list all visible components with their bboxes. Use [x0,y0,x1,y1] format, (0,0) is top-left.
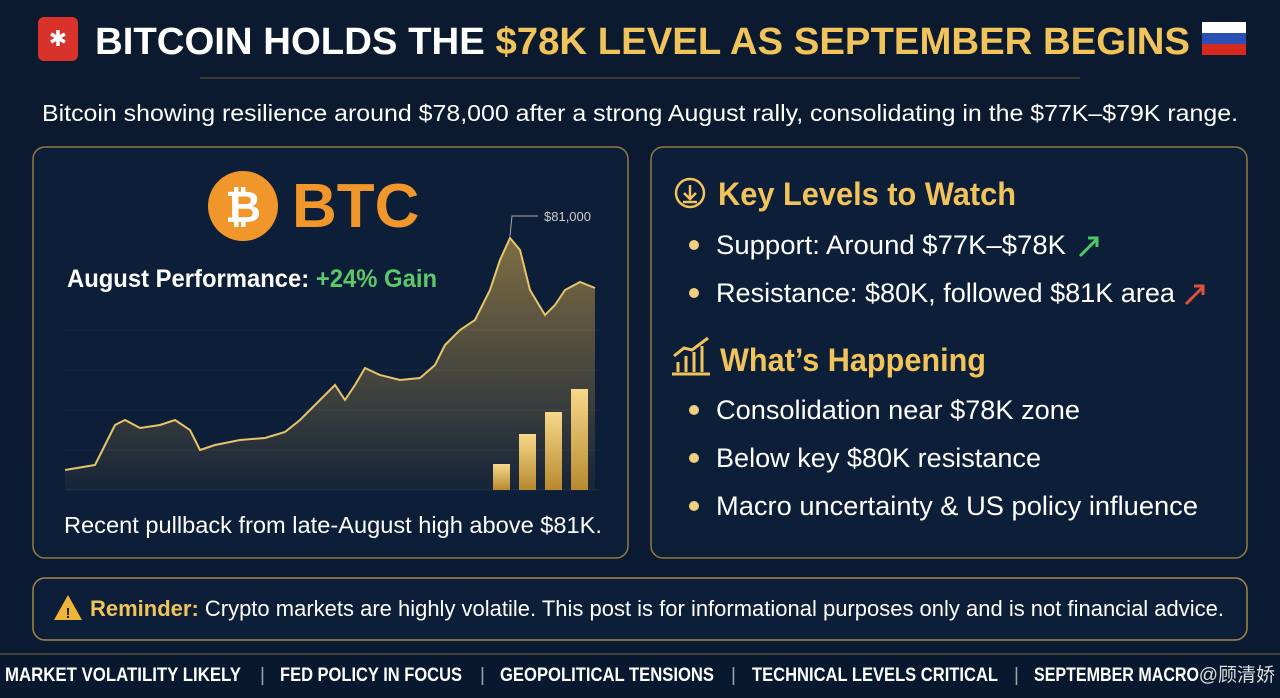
list-item: Consolidation near $78K zone [716,395,1080,425]
annotation-leader [509,215,538,237]
subtitle: Bitcoin showing resilience around $78,00… [42,100,1238,126]
ticker-item: SEPTEMBER MACRO [1034,665,1199,686]
warning-icon [54,595,82,620]
separator: | [1014,665,1019,686]
download-arrow [683,185,697,204]
separator: | [480,665,485,686]
reminder-text: Reminder: Crypto markets are highly vola… [90,596,1224,621]
list-item: Macro uncertainty & US policy influence [716,491,1198,521]
performance-value: +24% Gain [316,265,437,293]
watermark: @顾清娇 [1199,664,1275,686]
bullet [689,405,699,415]
siren-icon [38,17,78,61]
title-part: BITCOIN HOLDS THE [95,21,485,63]
reminder-label: Reminder: [90,596,199,621]
bullet [689,240,699,250]
up-arrow-green [1078,236,1099,258]
btc-logo [208,171,278,241]
right-panel: Key Levels to Watch Support: Around $77K… [650,146,1248,559]
ticker-item: GEOPOLITICAL TENSIONS [500,665,714,686]
list-item: Resistance: $80K, followed $81K area [716,278,1176,308]
title: BITCOIN HOLDS THE $78K LEVEL AS SEPTEMBE… [95,21,1190,63]
bullet [689,288,699,298]
chart-icon [672,336,710,376]
flag-icon [1202,22,1246,55]
ticker-item: FED POLICY IN FOCUS [280,665,462,686]
growth-bars [493,389,588,490]
performance-label: August Performance: [67,265,309,293]
list-item: Support: Around $77K–$78K [716,230,1066,260]
ticker-item: MARKET VOLATILITY LIKELY [5,665,241,686]
up-arrow-red [1184,284,1205,306]
logo-text: BTC [292,172,419,241]
caption: Recent pullback from late-August high ab… [64,512,602,538]
reminder-body: Crypto markets are highly volatile. This… [205,596,1224,621]
chart-annotation: $81,000 [544,209,591,224]
section-heading: What’s Happening [720,342,986,378]
siren-symbol: ✱ [49,26,67,51]
bullet [689,453,699,463]
btc-symbol: ₿ [225,183,261,232]
header: ✱ BITCOIN HOLDS THE $78K LEVEL AS SEPTEM… [38,17,1246,126]
title-highlight: $78K LEVEL AS SEPTEMBER BEGINS [495,21,1190,63]
panel-frame [650,146,1248,559]
reminder: ! Reminder: Crypto markets are highly vo… [32,577,1248,641]
performance: August Performance: +24% Gain [67,265,437,293]
ticker: MARKET VOLATILITY LIKELY | FED POLICY IN… [0,653,1280,698]
price-line [64,236,596,471]
ticker-bar [0,654,1280,698]
reminder-frame [32,577,1248,641]
list-item: Below key $80K resistance [716,443,1041,473]
separator: | [260,665,265,686]
price-area [65,238,595,490]
warning-mark: ! [66,605,71,622]
left-panel: ₿ BTC August Performance: +24% Gain $81,… [32,146,629,559]
download-icon [674,177,706,209]
bullet [689,501,699,511]
separator: | [731,665,736,686]
section-heading: Key Levels to Watch [718,176,1016,212]
ticker-item: TECHNICAL LEVELS CRITICAL [752,665,998,686]
